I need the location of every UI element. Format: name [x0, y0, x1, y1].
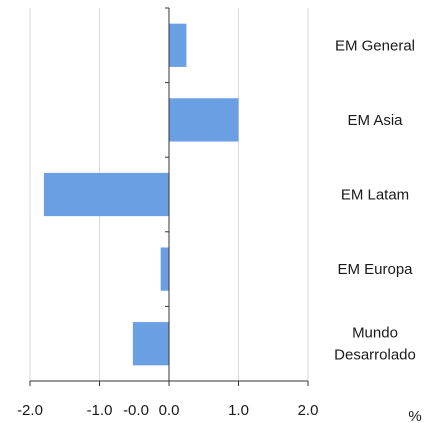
category-label: EM Asia	[347, 112, 403, 129]
x-tick-labels: -2.0 -1.0 -0.0 0.0 1.0 2.0	[17, 402, 318, 419]
category-label: EM Europa	[337, 261, 413, 278]
x-tick-label: 2.0	[298, 402, 319, 419]
unit-label: %	[408, 408, 421, 423]
category-label: Desarrolado	[334, 347, 416, 364]
bar	[160, 247, 169, 291]
bar	[132, 322, 169, 366]
category-label: Mundo	[352, 325, 398, 342]
x-tick-label: -0.0	[123, 402, 149, 419]
category-label: EM General	[335, 37, 415, 54]
bar	[169, 98, 239, 142]
category-labels: EM General EM Asia EM Latam EM Europa Mundo D…	[334, 37, 416, 363]
bars	[43, 23, 239, 366]
category-label: EM Latam	[341, 187, 409, 204]
x-tick-label: -1.0	[87, 402, 113, 419]
axes	[29, 7, 309, 386]
x-tick-label: -2.0	[17, 402, 43, 419]
bar	[43, 172, 169, 217]
bar	[169, 23, 187, 67]
x-tick-label: 0.0	[159, 402, 180, 419]
gridlines	[29, 8, 309, 381]
x-tick-label: 1.0	[228, 402, 249, 419]
